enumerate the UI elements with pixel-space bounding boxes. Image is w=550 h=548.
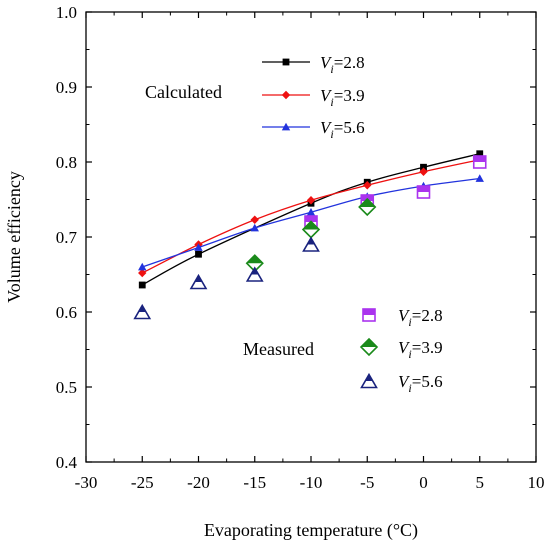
legend-calculated-item-2: Vi=5.6 xyxy=(262,118,365,141)
x-tick-label: -30 xyxy=(75,473,98,492)
data-point xyxy=(138,281,146,289)
data-point xyxy=(306,196,316,205)
legend-measured-item-0: Vi=2.8 xyxy=(362,306,443,329)
marker-fill xyxy=(246,255,263,264)
data-point xyxy=(250,223,259,232)
legend: Calculated Vi=2.8 Vi=3.9 Vi=5.6 Measured Vi=2… xyxy=(145,53,443,395)
x-tick-label: -5 xyxy=(360,473,374,492)
data-point xyxy=(138,262,147,271)
data-point xyxy=(189,273,208,290)
data-point xyxy=(138,268,147,278)
data-point xyxy=(302,236,320,252)
legend-calculated-title: Calculated xyxy=(145,82,222,102)
legend-measured-title: Measured xyxy=(243,339,314,359)
marker-fill xyxy=(361,339,377,347)
data-point xyxy=(195,250,202,258)
legend-label: Vi=3.9 xyxy=(398,338,443,361)
y-tick-label: 0.7 xyxy=(56,228,78,247)
legend-marker xyxy=(282,58,290,66)
marker-fill xyxy=(138,305,146,312)
marker-fill xyxy=(473,156,486,162)
x-tick-label: -10 xyxy=(300,473,323,492)
y-tick-label: 0.8 xyxy=(56,153,77,172)
legend-marker xyxy=(359,337,379,357)
data-point xyxy=(420,163,427,171)
x-tick-label: 0 xyxy=(419,473,428,492)
legend-marker xyxy=(362,308,376,322)
x-tick-label: -20 xyxy=(187,473,210,492)
data-point xyxy=(194,243,203,251)
measured-series-2 xyxy=(133,236,320,320)
legend-marker xyxy=(360,372,378,389)
legend-marker xyxy=(281,90,291,100)
axis-ticks: -30 -25 -20 -15 -10 -5 0 5 10 0.4 0.5 0.6 0.7 0.8 0.9 1… xyxy=(56,3,545,492)
y-tick-label: 0.9 xyxy=(56,78,77,97)
legend-measured-item-2: Vi=5.6 xyxy=(360,372,443,395)
legend-marker xyxy=(281,122,291,131)
y-axis-label: Volume efficiency xyxy=(4,171,24,303)
y-tick-label: 0.4 xyxy=(56,453,78,472)
marker-fill xyxy=(305,216,317,222)
data-point xyxy=(250,215,259,224)
legend-label: Vi=3.9 xyxy=(320,86,365,109)
measured-points xyxy=(133,155,487,320)
measured-series-0 xyxy=(304,155,487,229)
data-point xyxy=(245,266,264,282)
marker-fill xyxy=(363,309,375,315)
data-point xyxy=(419,167,428,176)
marker-fill xyxy=(417,186,430,192)
x-axis-label: Evaporating temperature (°C) xyxy=(204,520,418,541)
y-tick-label: 0.5 xyxy=(56,378,77,397)
legend-label: Vi=5.6 xyxy=(398,372,443,395)
marker-fill xyxy=(307,238,315,245)
y-tick-label: 0.6 xyxy=(56,303,77,322)
legend-label: Vi=5.6 xyxy=(320,118,365,141)
legend-calculated-item-1: Vi=3.9 xyxy=(262,86,365,109)
legend-label: Vi=2.8 xyxy=(398,306,443,329)
marker-fill xyxy=(359,199,376,207)
data-point xyxy=(306,208,316,216)
marker-fill xyxy=(303,221,319,230)
data-point xyxy=(358,197,377,217)
x-tick-label: -25 xyxy=(131,473,154,492)
marker-fill xyxy=(365,374,373,381)
data-point xyxy=(363,181,372,190)
data-point xyxy=(472,155,487,169)
data-point xyxy=(133,303,152,320)
marker-fill xyxy=(251,268,259,275)
data-point xyxy=(416,185,431,199)
legend-calculated-item-0: Vi=2.8 xyxy=(262,53,365,76)
x-tick-label: -15 xyxy=(243,473,266,492)
legend-measured-item-1: Vi=3.9 xyxy=(359,337,443,361)
y-tick-label: 1.0 xyxy=(56,3,77,22)
x-tick-label: 5 xyxy=(476,473,485,492)
data-point xyxy=(476,150,484,158)
data-point xyxy=(475,174,484,182)
x-tick-label: 10 xyxy=(528,473,545,492)
marker-fill xyxy=(194,275,203,282)
legend-label: Vi=2.8 xyxy=(320,53,365,76)
